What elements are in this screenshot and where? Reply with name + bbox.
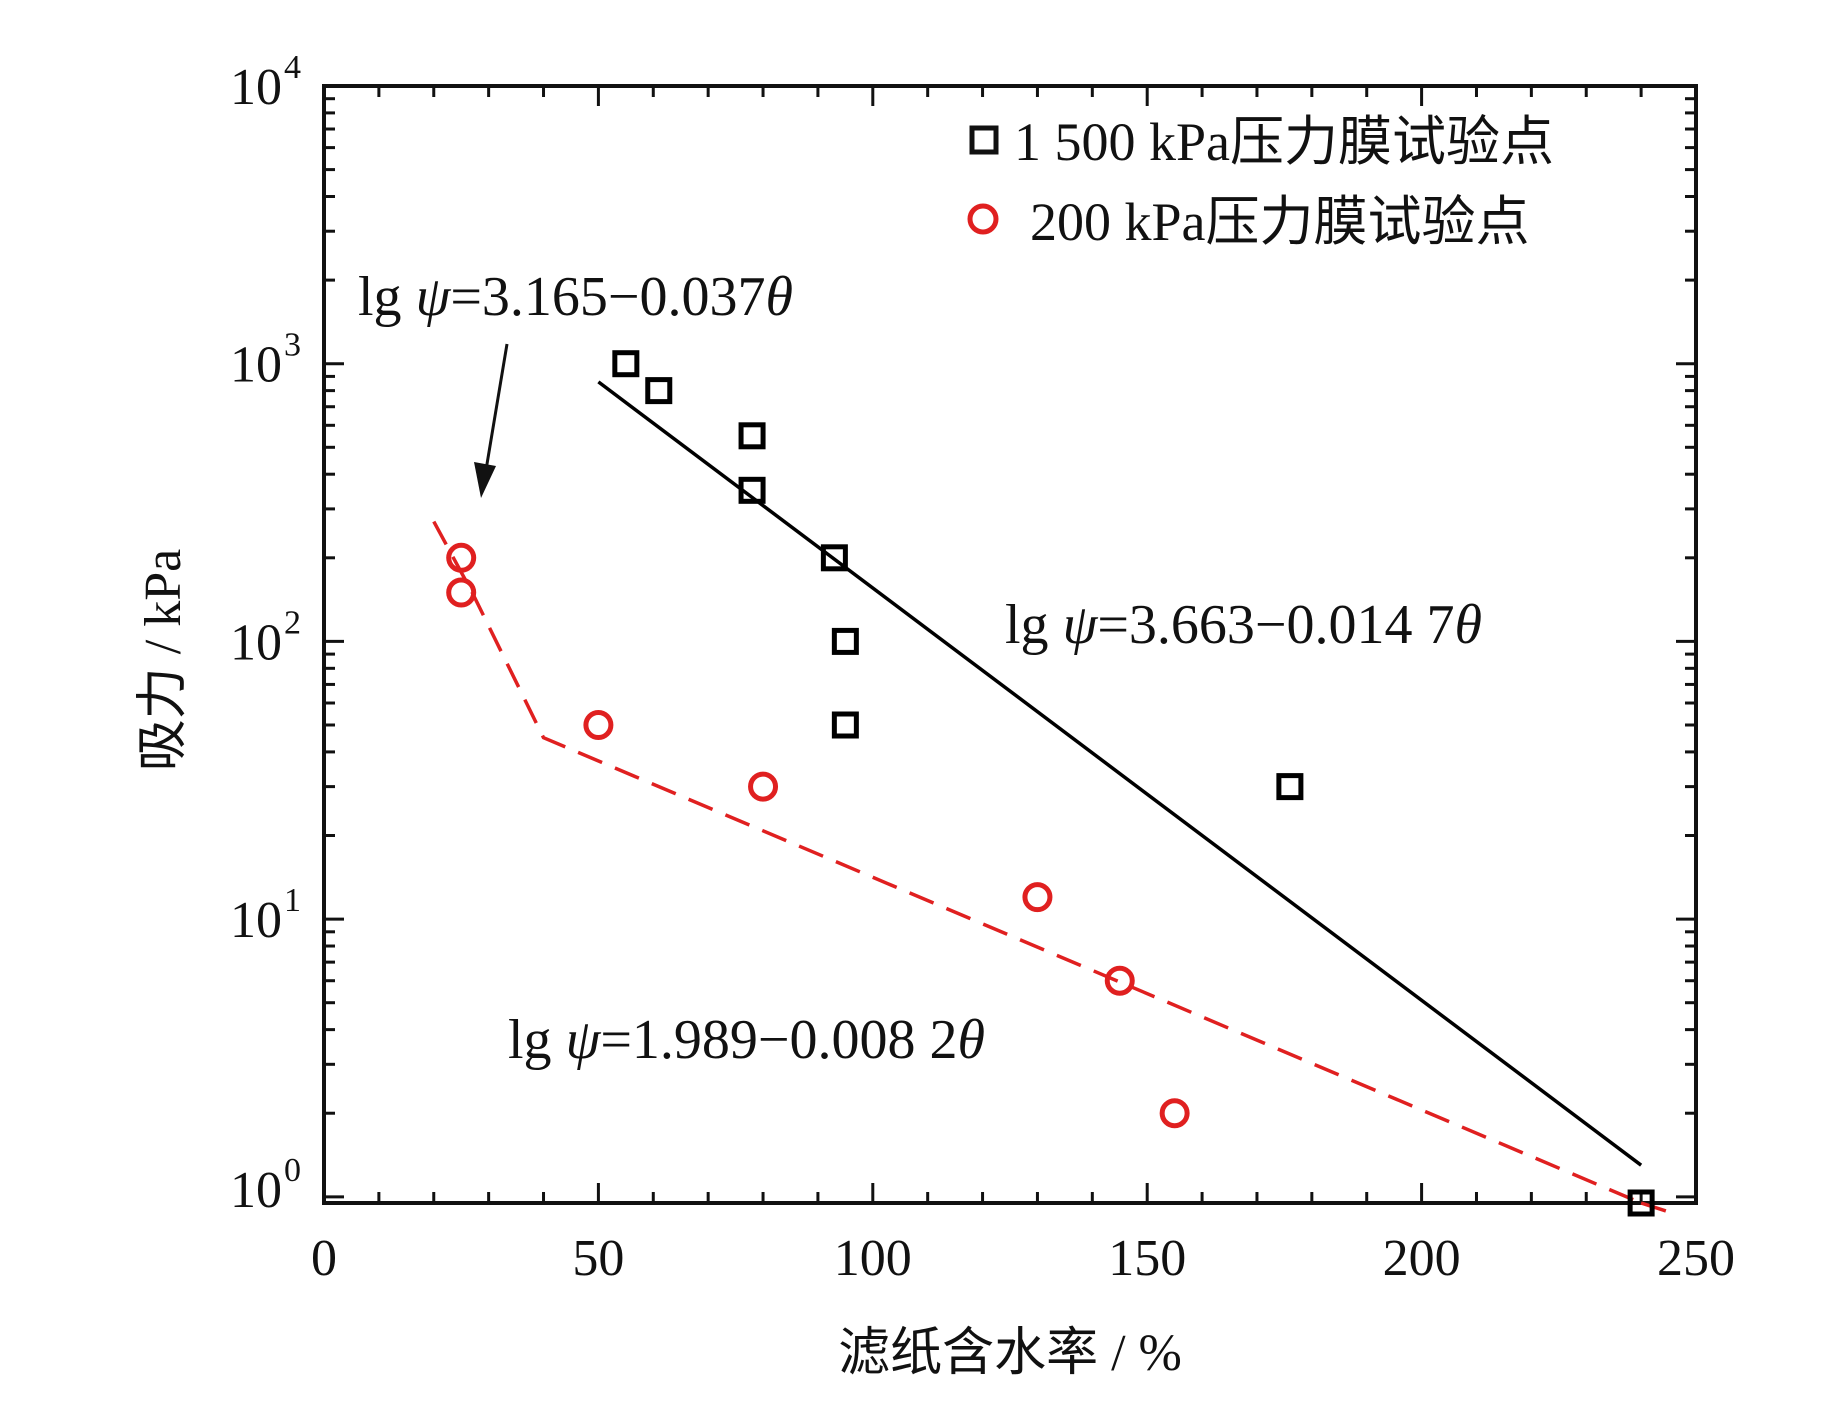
plot-frame [322,84,1698,1205]
legend-label-1500kpa: 1 500 kPa压力膜试验点 [1014,112,1554,172]
y-tick-label-exponent: 0 [284,1152,301,1189]
point-200kpa [1104,965,1135,996]
point-200kpa [1159,1098,1190,1129]
fit-line-2 [432,520,1642,1205]
equation-1-body: =3.165−0.037 [450,266,765,328]
y-tick-label-exponent: 3 [284,327,301,364]
equation-1-arrow-shaft [484,343,509,471]
equation-2-psi: ψ [1063,594,1099,656]
y-tick-label: 10 [230,337,282,394]
point-200kpa [583,710,614,741]
y-tick-label-base: 10 [230,614,282,671]
y-tick-label: 10 [230,1162,282,1219]
y-tick-label-exponent: 2 [284,604,301,641]
y-tick-label: 10 [230,892,282,949]
x-tick-label: 200 [1383,1230,1461,1287]
equation-1-arrow-head [474,462,496,498]
legend-label-200kpa: 200 kPa压力膜试验点 [1030,192,1530,252]
equation-1-prefix: lg [358,266,416,328]
equation-2-theta: θ [1455,594,1483,656]
point-200kpa [1022,882,1053,913]
legend-marker-circle [967,203,999,235]
y-tick-label-base: 10 [230,1162,282,1219]
equation-3-psi: ψ [566,1009,602,1071]
equation-1-theta: θ [766,266,794,328]
equation-3: lg ψ=1.989−0.008 2θ [508,1009,985,1071]
x-tick-label: 150 [1108,1230,1186,1287]
legend: 1 500 kPa压力膜试验点 200 kPa压力膜试验点 [967,112,1554,252]
point-1500kpa [645,377,673,405]
point-200kpa [446,542,477,573]
equation-2-prefix: lg [1005,594,1063,656]
equation-1: lg ψ=3.165−0.037θ [358,266,793,328]
y-tick-label-base: 10 [230,892,282,949]
fit-line-3 [1640,1201,1675,1216]
point-1500kpa [831,711,859,739]
equation-2: lg ψ=3.663−0.014 7θ [1005,594,1482,656]
point-1500kpa [831,627,859,655]
x-axis-ticks: 0 50 100 150 200 250 [311,86,1735,1287]
x-tick-label: 250 [1657,1230,1735,1287]
point-1500kpa [1627,1189,1655,1217]
equation-1-psi: ψ [416,266,452,328]
equation-3-theta: θ [958,1009,986,1071]
y-tick-label: 10 [230,614,282,671]
y-tick-label-base: 10 [230,59,282,116]
legend-marker-square [969,125,999,155]
equation-3-body: =1.989−0.008 2 [600,1009,957,1071]
point-200kpa [748,771,779,802]
x-tick-label: 100 [834,1230,912,1287]
fit-lines [432,380,1675,1216]
point-1500kpa [1276,773,1304,801]
data-points [446,350,1655,1217]
x-tick-label: 50 [572,1230,624,1287]
point-1500kpa [738,422,766,450]
x-tick-label: 0 [311,1230,337,1287]
equation-2-body: =3.663−0.014 7 [1097,594,1454,656]
y-tick-label: 10 [230,59,282,116]
y-tick-label-base: 10 [230,337,282,394]
equation-3-prefix: lg [508,1009,566,1071]
x-axis-title: 滤纸含水率 / % [838,1325,1182,1382]
y-tick-label-exponent: 4 [284,49,301,86]
point-1500kpa [820,544,848,572]
fit-line-1 [597,380,1643,1167]
y-tick-label-exponent: 1 [284,882,301,919]
point-1500kpa [738,476,766,504]
point-200kpa [446,577,477,608]
point-1500kpa [612,350,640,378]
y-axis-title: 吸力 / kPa [135,549,192,771]
